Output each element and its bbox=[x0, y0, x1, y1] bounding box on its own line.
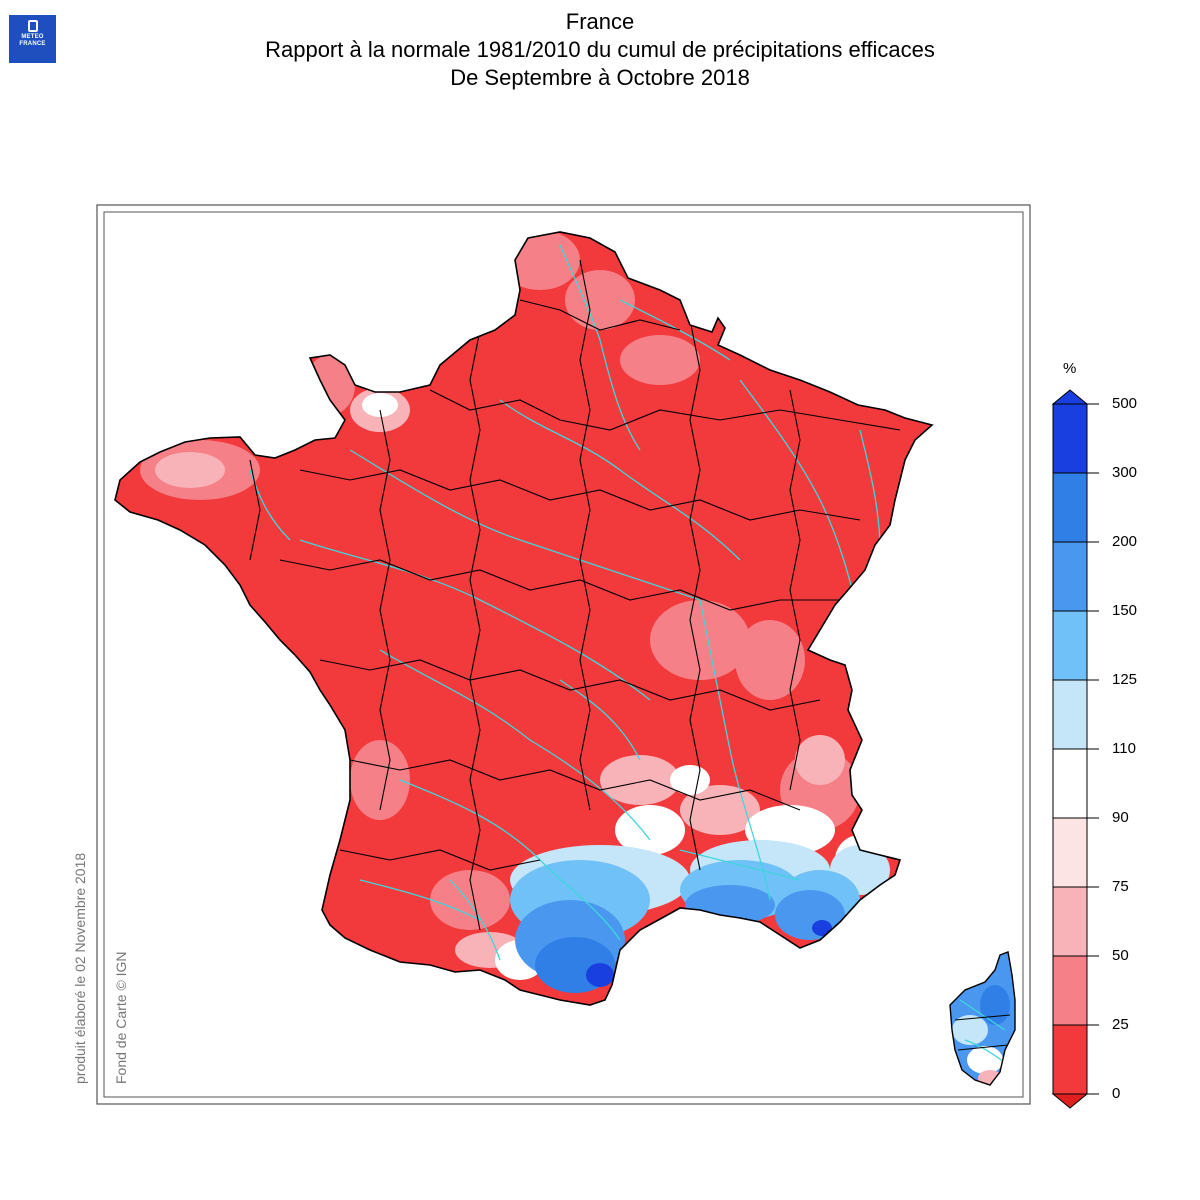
legend-swatch bbox=[1052, 541, 1088, 612]
legend-colorbar bbox=[1051, 389, 1099, 1109]
legend-swatch bbox=[1052, 886, 1088, 957]
legend-tick-label: 500 bbox=[1112, 395, 1138, 412]
legend-tick-label: 90 bbox=[1112, 809, 1129, 826]
title-line1: France bbox=[565, 9, 635, 34]
legend-tick-label: 25 bbox=[1112, 1016, 1129, 1033]
legend-tick-label: 200 bbox=[1112, 533, 1138, 550]
legend-swatch bbox=[1052, 955, 1088, 1026]
legend-swatch bbox=[1052, 748, 1088, 819]
ratio-500-zones bbox=[586, 920, 832, 987]
legend-swatch bbox=[1052, 472, 1088, 543]
legend-tick-label: 300 bbox=[1112, 464, 1138, 481]
logo-line1: METEO bbox=[21, 34, 44, 40]
corsica-map bbox=[950, 952, 1015, 1085]
legend-tick-label: 50 bbox=[1112, 947, 1129, 964]
legend-arrow-top bbox=[1051, 389, 1089, 405]
legend-swatch bbox=[1052, 817, 1088, 888]
legend-tick-label: 0 bbox=[1112, 1085, 1121, 1102]
legend-arrow-bottom bbox=[1051, 1093, 1089, 1109]
frame-inner bbox=[103, 211, 1024, 1098]
legend-swatch bbox=[1052, 610, 1088, 681]
watershed-borders bbox=[249, 259, 901, 931]
title-line2: Rapport à la normale 1981/2010 du cumul … bbox=[265, 37, 935, 62]
mainland-map bbox=[115, 232, 932, 1005]
legend-unit: % bbox=[1063, 360, 1077, 377]
legend-swatch bbox=[1052, 1024, 1088, 1095]
legend-swatch bbox=[1052, 679, 1088, 750]
legend-tick-label: 150 bbox=[1112, 602, 1138, 619]
title-line3: De Septembre à Octobre 2018 bbox=[450, 65, 750, 90]
legend-tick-label: 110 bbox=[1112, 740, 1136, 757]
legend-tick-label: 75 bbox=[1112, 878, 1129, 895]
logo-mark-icon bbox=[27, 20, 38, 32]
title-block: France Rapport à la normale 1981/2010 du… bbox=[0, 8, 1200, 92]
legend-swatch bbox=[1052, 403, 1088, 474]
meteo-france-logo: METEO FRANCE bbox=[9, 15, 56, 63]
logo-line2: FRANCE bbox=[19, 41, 46, 47]
frame-outer bbox=[96, 204, 1031, 1105]
legend-tick-label: 125 bbox=[1112, 671, 1138, 688]
